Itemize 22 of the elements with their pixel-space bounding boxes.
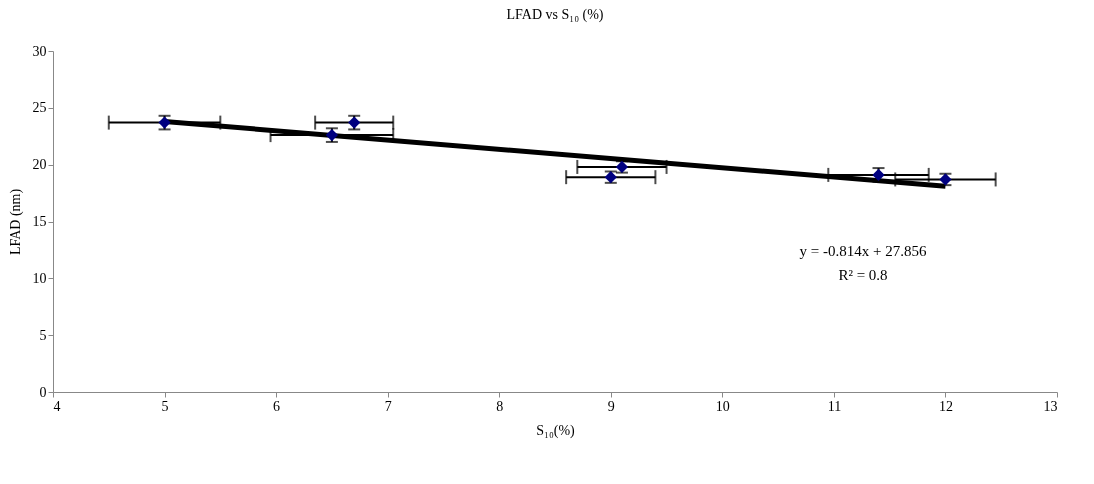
x-tick-label: 12 bbox=[938, 398, 953, 414]
chart-title: LFAD vs S₁₀ (%) bbox=[506, 7, 604, 23]
y-tick-label: 5 bbox=[39, 327, 47, 343]
x-tick-label: 8 bbox=[496, 398, 504, 414]
x-axis-title: S₁₀(%) bbox=[536, 422, 576, 439]
x-tick-label: 10 bbox=[715, 398, 730, 414]
x-tick-label: 13 bbox=[1043, 398, 1058, 414]
x-tick-label: 4 bbox=[53, 398, 61, 414]
annotation: R² = 0.8 bbox=[838, 267, 888, 283]
annotation: y = -0.814x + 27.856 bbox=[799, 243, 927, 259]
y-axis-title: LFAD (nm) bbox=[7, 188, 24, 256]
y-tick-label: 20 bbox=[32, 157, 47, 173]
x-tick-label: 9 bbox=[607, 398, 615, 414]
x-tick-label: 7 bbox=[384, 398, 392, 414]
x-tick-label: 11 bbox=[827, 398, 842, 414]
y-tick-label: 15 bbox=[32, 214, 47, 229]
y-tick-label: 10 bbox=[32, 270, 47, 286]
x-tick-label: 6 bbox=[273, 398, 281, 414]
y-tick-label: 30 bbox=[32, 43, 47, 59]
y-tick-label: 25 bbox=[32, 100, 47, 116]
y-tick-label: 0 bbox=[39, 384, 47, 400]
x-tick-label: 5 bbox=[161, 398, 169, 414]
